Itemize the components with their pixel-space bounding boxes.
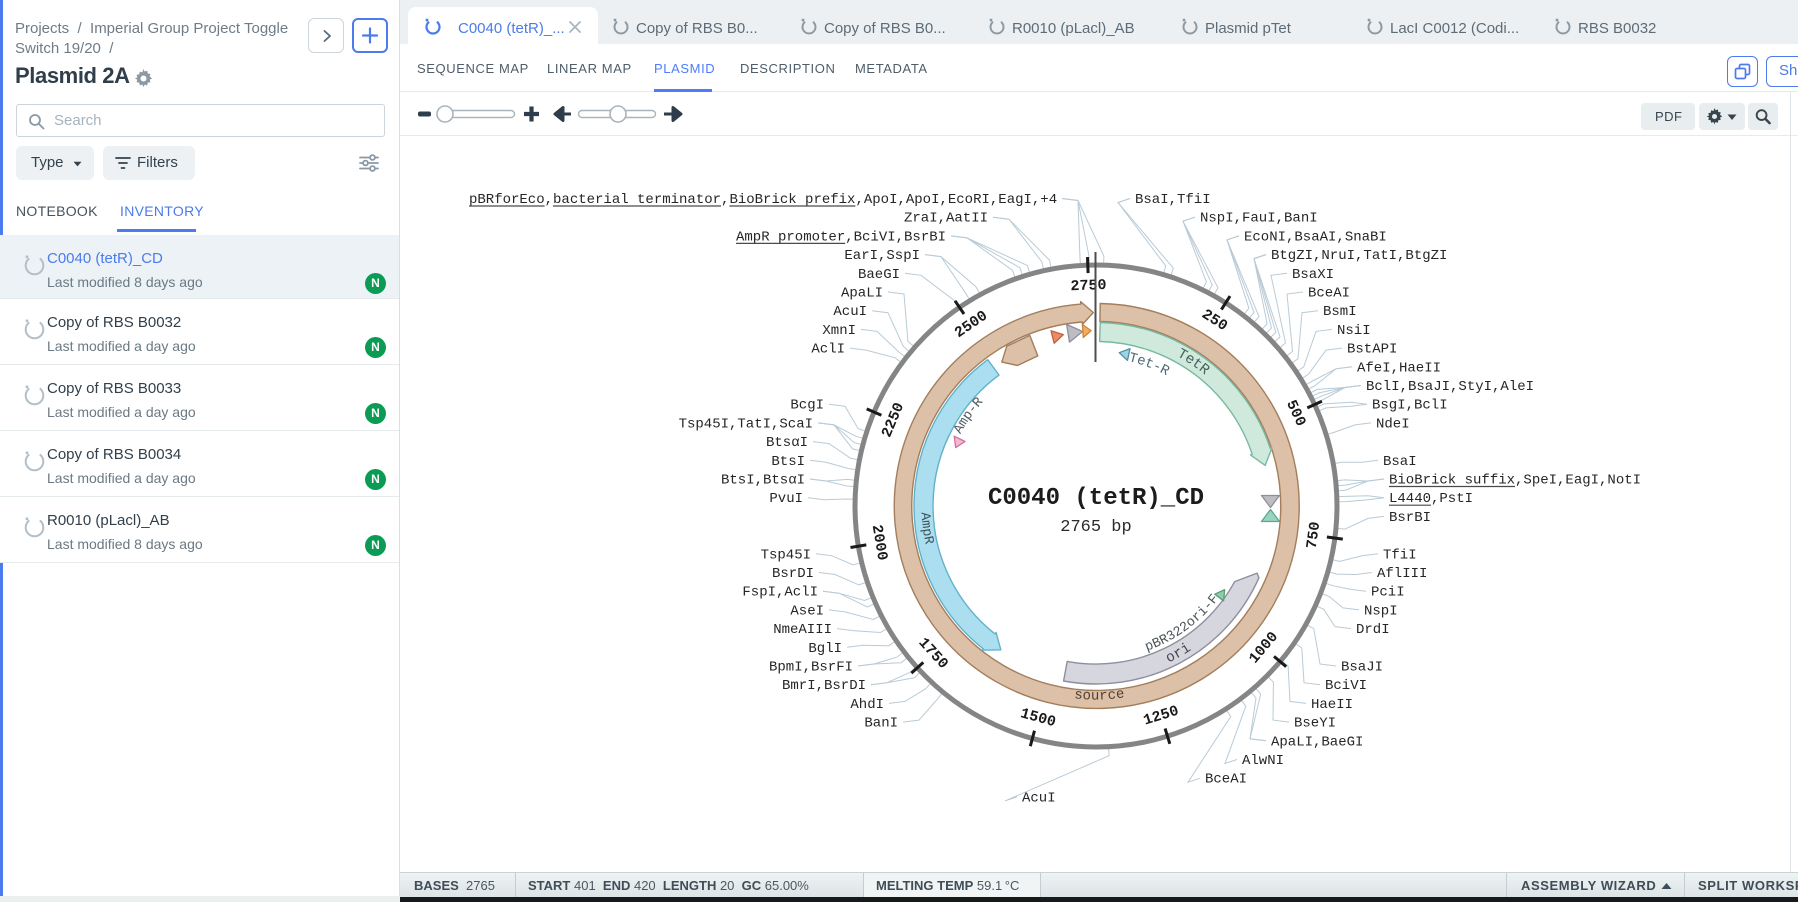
svg-text:u: u bbox=[1091, 688, 1099, 704]
svg-text:BpmI,BsrFI: BpmI,BsrFI bbox=[769, 660, 853, 676]
svg-text:AclI: AclI bbox=[811, 342, 845, 358]
svg-text:BclI,BsaJI,StyI,AleI: BclI,BsaJI,StyI,AleI bbox=[1366, 379, 1534, 395]
svg-text:BsrDI: BsrDI bbox=[772, 566, 814, 582]
svg-text:XmnI: XmnI bbox=[822, 323, 856, 339]
svg-text:FspI,AclI: FspI,AclI bbox=[742, 585, 818, 601]
svg-text:BtgZI,NruI,TatI,BtgZI: BtgZI,NruI,TatI,BtgZI bbox=[1271, 248, 1447, 264]
svg-text:AmpR promoter,BciVI,BsrBI: AmpR promoter,BciVI,BsrBI bbox=[736, 229, 946, 245]
svg-text:Tsp45I: Tsp45I bbox=[761, 547, 811, 563]
svg-text:TfiI: TfiI bbox=[1383, 547, 1417, 563]
svg-text:BmrI,BsrDI: BmrI,BsrDI bbox=[782, 678, 866, 694]
svg-text:1500: 1500 bbox=[1018, 705, 1057, 731]
svg-text:PciI: PciI bbox=[1371, 585, 1405, 601]
svg-text:e: e bbox=[1115, 686, 1125, 703]
svg-text:PvuI: PvuI bbox=[769, 491, 803, 507]
svg-text:BtsI: BtsI bbox=[771, 454, 805, 470]
svg-text:ZraI,AatII: ZraI,AatII bbox=[904, 211, 988, 227]
svg-text:BciVI: BciVI bbox=[1325, 678, 1367, 694]
svg-text:EarI,SspI: EarI,SspI bbox=[844, 248, 920, 264]
svg-text:m: m bbox=[917, 520, 933, 530]
svg-text:AfeI,HaeII: AfeI,HaeII bbox=[1357, 360, 1441, 376]
svg-text:BsrBI: BsrBI bbox=[1389, 510, 1431, 526]
svg-text:L4440,PstI: L4440,PstI bbox=[1389, 491, 1473, 507]
svg-text:1250: 1250 bbox=[1141, 703, 1180, 730]
svg-text:2000: 2000 bbox=[868, 524, 891, 562]
svg-text:NsiI: NsiI bbox=[1337, 323, 1371, 339]
svg-text:AhdI: AhdI bbox=[850, 697, 884, 713]
svg-text:BaeGI: BaeGI bbox=[858, 267, 900, 283]
svg-text:DrdI: DrdI bbox=[1356, 622, 1390, 638]
svg-text:BsaXI: BsaXI bbox=[1292, 267, 1334, 283]
svg-text:BtsI,BtsαI: BtsI,BtsαI bbox=[721, 473, 805, 489]
svg-text:2250: 2250 bbox=[879, 400, 909, 440]
svg-text:C0040 (tetR)_CD: C0040 (tetR)_CD bbox=[988, 485, 1204, 512]
svg-text:EcoNI,BsaAI,SnaBI: EcoNI,BsaAI,SnaBI bbox=[1244, 229, 1387, 245]
svg-text:c: c bbox=[1107, 687, 1117, 704]
svg-text:o: o bbox=[1082, 688, 1091, 704]
svg-text:AseI: AseI bbox=[790, 603, 824, 619]
svg-text:r: r bbox=[1099, 688, 1108, 704]
svg-text:2750: 2750 bbox=[1070, 277, 1107, 295]
svg-text:AflIII: AflIII bbox=[1377, 566, 1427, 582]
svg-text:T: T bbox=[1127, 350, 1139, 368]
svg-text:BceAI: BceAI bbox=[1205, 772, 1247, 788]
svg-text:BglI: BglI bbox=[808, 641, 842, 657]
svg-text:HaeII: HaeII bbox=[1311, 697, 1353, 713]
svg-text:BcgI: BcgI bbox=[790, 398, 824, 414]
svg-text:NspI: NspI bbox=[1364, 603, 1398, 619]
svg-text:NmeAIII: NmeAIII bbox=[773, 622, 832, 638]
svg-text:BseYI: BseYI bbox=[1294, 716, 1336, 732]
svg-text:BioBrick suffix,SpeI,EagI,NotI: BioBrick suffix,SpeI,EagI,NotI bbox=[1389, 473, 1641, 489]
svg-text:BsaI: BsaI bbox=[1383, 454, 1417, 470]
svg-text:A: A bbox=[917, 512, 933, 522]
svg-text:BsmI: BsmI bbox=[1323, 304, 1357, 320]
svg-text:AlwNI: AlwNI bbox=[1242, 753, 1284, 769]
svg-text:NdeI: NdeI bbox=[1376, 416, 1410, 432]
svg-text:BceAI: BceAI bbox=[1308, 286, 1350, 302]
svg-text:BstAPI: BstAPI bbox=[1347, 342, 1397, 358]
svg-text:BsaI,TfiI: BsaI,TfiI bbox=[1135, 192, 1211, 208]
svg-text:500: 500 bbox=[1282, 398, 1309, 430]
svg-text:R: R bbox=[919, 535, 935, 546]
svg-text:750: 750 bbox=[1304, 521, 1324, 550]
svg-text:s: s bbox=[1073, 687, 1083, 704]
svg-text:Tsp45I,TatI,ScaI: Tsp45I,TatI,ScaI bbox=[679, 416, 813, 432]
svg-text:AcuI: AcuI bbox=[833, 304, 867, 320]
svg-text:AcuI: AcuI bbox=[1022, 790, 1056, 806]
svg-text:pBRforEco,bacterial terminator: pBRforEco,bacterial terminator,BioBrick … bbox=[469, 192, 1057, 208]
svg-text:BanI: BanI bbox=[864, 716, 898, 732]
svg-text:250: 250 bbox=[1198, 306, 1230, 335]
svg-text:BsgI,BclI: BsgI,BclI bbox=[1372, 398, 1448, 414]
svg-text:ApaLI,BaeGI: ApaLI,BaeGI bbox=[1271, 734, 1363, 750]
svg-text:NspI,FauI,BanI: NspI,FauI,BanI bbox=[1200, 211, 1318, 227]
svg-text:BsaJI: BsaJI bbox=[1341, 660, 1383, 676]
svg-text:2765 bp: 2765 bp bbox=[1060, 518, 1131, 537]
svg-text:ApaLI: ApaLI bbox=[841, 286, 883, 302]
svg-text:p: p bbox=[918, 527, 934, 537]
svg-text:BtsαI: BtsαI bbox=[766, 435, 808, 451]
